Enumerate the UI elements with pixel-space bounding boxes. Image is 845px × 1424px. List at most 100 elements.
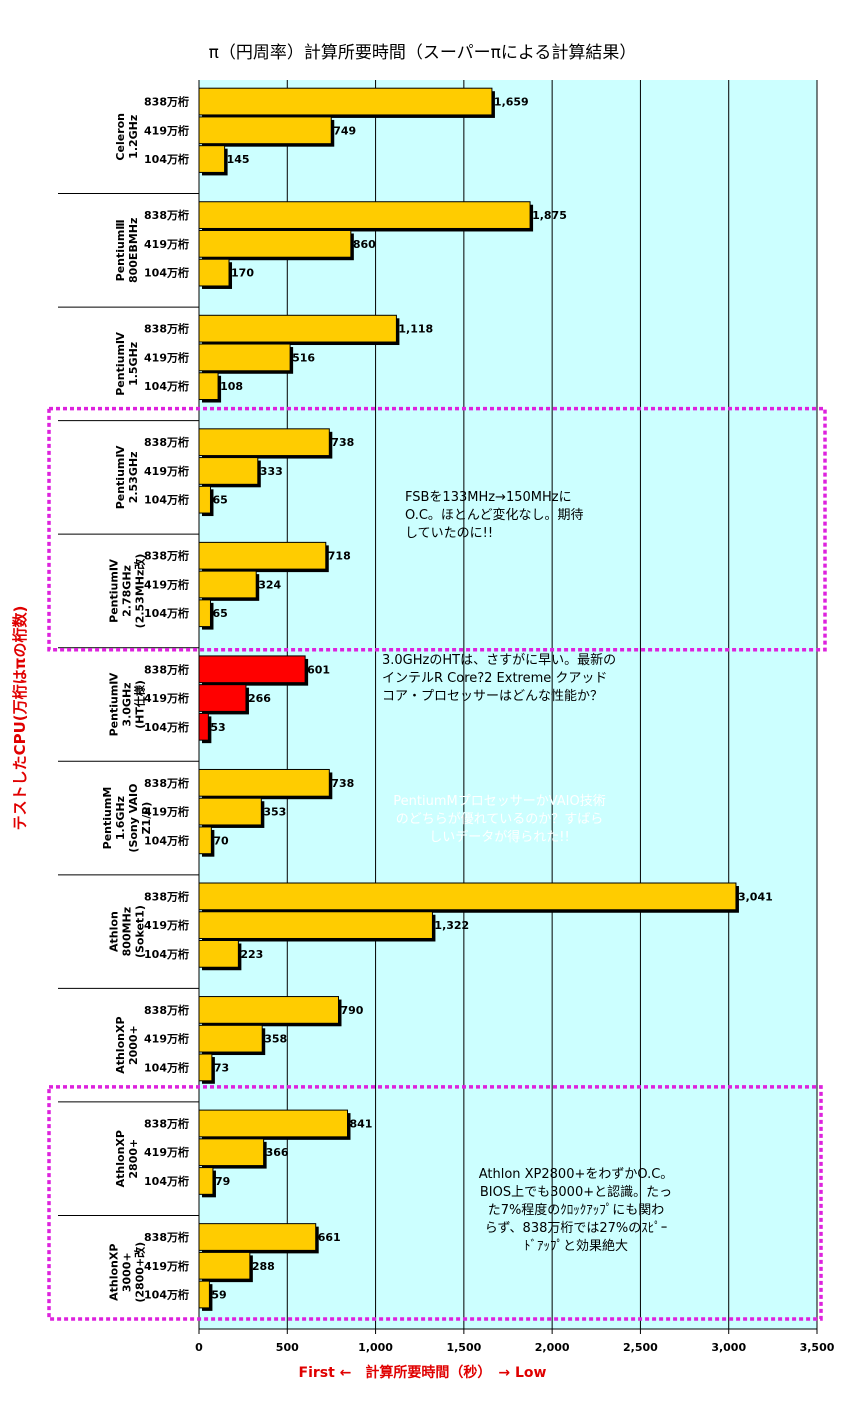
row-label: 838万桁: [144, 95, 189, 109]
cpu-label: 800EBMHz: [127, 218, 140, 283]
bar: [198, 1053, 213, 1082]
data-label: 79: [215, 1175, 230, 1188]
data-label: 516: [292, 351, 315, 364]
x-tick-label: 1,500: [446, 1341, 481, 1354]
cpu-label: 1.5GHz: [127, 342, 140, 386]
callout-line: のどちらが優れているのか？すばら: [395, 812, 604, 827]
x-tick-label: 2,500: [623, 1341, 658, 1354]
cpu-label: (Soket1): [134, 905, 147, 958]
bar: [198, 996, 339, 1024]
cpu-label: (Sony VAIO: [127, 784, 140, 853]
row-label: 104万桁: [144, 720, 189, 734]
bar: [198, 1138, 265, 1167]
cpu-label: 3000+: [121, 1252, 134, 1292]
bar: [198, 201, 531, 229]
row-label: 419万桁: [144, 237, 189, 251]
cpu-label: 3.0GHz: [121, 682, 134, 726]
callout-line: た7%程度のｸﾛｯｸｱｯﾌﾟにも関わ: [487, 1203, 665, 1218]
cpu-label: (2.53MHz改): [133, 554, 147, 629]
cpu-label: AthlonXP: [114, 1016, 127, 1073]
bar: [198, 1251, 251, 1280]
bar: [198, 87, 493, 116]
row-label: 104万桁: [144, 606, 189, 620]
row-label: 838万桁: [144, 322, 189, 336]
row-label: 419万桁: [144, 918, 189, 932]
x-tick-label: 3,000: [711, 1341, 746, 1354]
cpu-label: PentiumⅣ: [108, 672, 121, 737]
data-label: 601: [307, 663, 330, 676]
data-label: 145: [227, 153, 250, 166]
cpu-label: (2800+改): [133, 1242, 147, 1303]
cpu-label: Z1/P): [140, 802, 153, 835]
cpu-label: 2.53GHz: [127, 452, 140, 504]
callout-line: コア・プロセッサーはどんな性能か？: [382, 689, 604, 704]
bar: [198, 372, 219, 401]
bar: [198, 1223, 317, 1251]
row-label: 838万桁: [144, 435, 189, 449]
cpu-label: AthlonXP: [108, 1244, 121, 1301]
bar: [198, 541, 327, 570]
cpu-label: 1.2GHz: [127, 115, 140, 159]
row-label: 419万桁: [144, 805, 189, 819]
row-label: 838万桁: [144, 1230, 189, 1244]
bar: [198, 485, 211, 514]
data-label: 738: [331, 436, 354, 449]
bar: [198, 940, 239, 968]
x-tick-label: 0: [195, 1341, 203, 1354]
plot-area: Celeron 1.2GHz 1,659 838万桁 749 419万桁 145 104万桁 P…: [58, 80, 835, 1354]
data-label: 841: [349, 1117, 372, 1130]
bar: [198, 768, 330, 797]
data-label: 1,875: [532, 209, 567, 222]
row-label: 838万桁: [144, 208, 189, 222]
bar: [198, 258, 230, 287]
cpu-label: PentiumM: [101, 787, 114, 850]
row-label: 419万桁: [144, 691, 189, 705]
bar: [198, 116, 332, 145]
cpu-label: 2.78GHz: [121, 565, 134, 617]
comparison-box-pentium4: [47, 406, 827, 652]
row-label: 104万桁: [144, 1174, 189, 1188]
data-label: 73: [214, 1061, 229, 1074]
y-axis-title: テストしたCPU(万桁はπの桁数): [11, 605, 29, 831]
row-label: 419万桁: [144, 350, 189, 364]
callout-line: PentiumMプロセッサーかVAIO技術: [393, 794, 606, 809]
bar: [198, 1109, 348, 1138]
bar: [198, 428, 330, 457]
data-label: 718: [328, 550, 351, 563]
data-label: 223: [240, 948, 263, 961]
cpu-label: 2800+: [127, 1139, 140, 1179]
athlon-callout-text: Athlon XP2800+をわずかO.C。 BIOS上でも3000+と認識。た…: [425, 1166, 727, 1256]
data-label: 59: [211, 1289, 226, 1302]
cpu-label: 2000+: [127, 1025, 140, 1065]
callout-line: 3.0GHzのHTは、さすがに早い。最新の: [382, 653, 617, 668]
row-label: 419万桁: [144, 1145, 189, 1159]
row-label: 104万桁: [144, 1060, 189, 1074]
row-label: 104万桁: [144, 493, 189, 507]
data-label: 1,659: [494, 96, 529, 109]
cpu-label: PentiumⅢ: [114, 219, 127, 281]
bar: [198, 826, 212, 855]
row-label: 104万桁: [144, 266, 189, 280]
cpu-label: (HT仕様): [133, 680, 147, 729]
cpu-label: Celeron: [114, 113, 127, 161]
row-label: 838万桁: [144, 1003, 189, 1017]
row-label: 838万桁: [144, 1116, 189, 1130]
x-tick-label: 2,000: [535, 1341, 570, 1354]
bar: [198, 457, 259, 485]
data-label: 1,322: [434, 919, 469, 932]
row-label: 104万桁: [144, 833, 189, 847]
row-label: 419万桁: [144, 123, 189, 137]
chart-title: π（円周率）計算所要時間（スーパーπによる計算結果）: [208, 43, 637, 63]
data-label: 353: [263, 806, 286, 819]
callout-line: Athlon XP2800+をわずかO.C。: [478, 1167, 674, 1182]
cpu-label: Athlon: [108, 911, 121, 952]
callout-line: BIOS上でも3000+と認識。たっ: [479, 1185, 673, 1200]
row-label: 419万桁: [144, 577, 189, 591]
bar: [198, 314, 397, 343]
bar: [198, 882, 737, 911]
data-label: 1,118: [398, 323, 433, 336]
data-label: 70: [213, 834, 229, 847]
fsb-callout-text: FSBを133MHz→150MHzに O.C。ほとんど変化なし。期待 していたの…: [405, 489, 620, 543]
callout-line: O.C。ほとんど変化なし。期待: [405, 508, 584, 523]
